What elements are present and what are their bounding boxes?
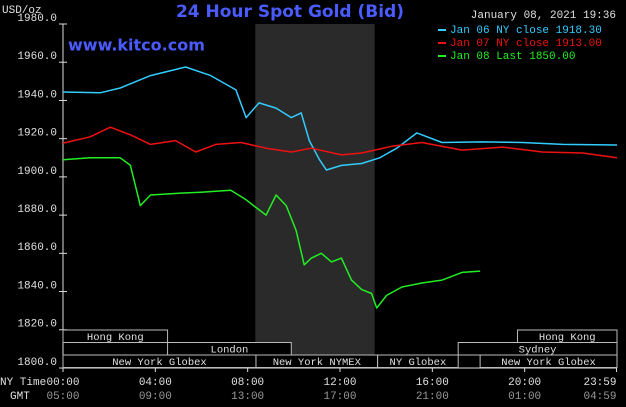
- x2-row-label: GMT: [10, 391, 30, 403]
- x-tick-label: 12:00: [323, 377, 356, 389]
- x2-tick-label: 13:00: [231, 391, 264, 403]
- x2-tick-label: 17:00: [323, 391, 356, 403]
- y-tick-label: 1980.0: [17, 13, 57, 25]
- session-label: NY Globex: [390, 357, 447, 369]
- legend-label: Jan 08 Last 1850.00: [450, 51, 575, 63]
- session-box: [62, 329, 169, 343]
- watermark: www.kitco.com: [68, 36, 205, 55]
- x-tick-label: 04:00: [139, 377, 172, 389]
- chart-title: 24 Hour Spot Gold (Bid): [176, 2, 404, 22]
- y-unit: USD/oz: [2, 5, 42, 17]
- shaded-band: [255, 24, 375, 368]
- y-tick-label: 1940.0: [17, 89, 57, 101]
- x-tick-label: 00:00: [46, 377, 79, 389]
- session-label: New York Globex: [112, 357, 207, 369]
- y-tick-label: 1960.0: [17, 51, 57, 63]
- session-box: [377, 354, 459, 368]
- x2-tick-label: 09:00: [139, 391, 172, 403]
- session-box: [479, 354, 618, 368]
- y-tick-label: 1800.0: [17, 357, 57, 369]
- x-row-label: NY Time: [0, 377, 46, 389]
- x-tick-label: 20:00: [508, 377, 541, 389]
- x2-tick-label: 21:00: [416, 391, 449, 403]
- series-line: [62, 157, 481, 309]
- session-label: New York NYMEX: [273, 357, 362, 369]
- y-tick-label: 1860.0: [17, 242, 57, 254]
- session-label: Sydney: [519, 345, 557, 357]
- x2-tick-label: 04:59: [583, 391, 616, 403]
- series-line: [62, 66, 618, 171]
- y-tick-label: 1840.0: [17, 280, 57, 292]
- session-label: London: [211, 345, 249, 357]
- y-tick-label: 1820.0: [17, 319, 57, 331]
- x2-tick-label: 05:00: [46, 391, 79, 403]
- y-tick-label: 1920.0: [17, 128, 57, 140]
- series-line: [62, 126, 618, 159]
- legend-label: Jan 06 NY close 1918.30: [450, 25, 602, 37]
- y-tick-label: 1880.0: [17, 204, 57, 216]
- x-tick-label: 08:00: [231, 377, 264, 389]
- session-label: Hong Kong: [87, 332, 144, 344]
- session-label: Hong Kong: [539, 332, 596, 344]
- legend-label: Jan 07 NY close 1913.00: [450, 38, 602, 50]
- x-tick-label: 16:00: [416, 377, 449, 389]
- y-tick-label: 1900.0: [17, 166, 57, 178]
- x-tick-label: 23:59: [583, 377, 616, 389]
- timestamp: January 08, 2021 19:36: [471, 10, 616, 22]
- x2-tick-label: 01:00: [508, 391, 541, 403]
- session-label: New York Globex: [501, 357, 596, 369]
